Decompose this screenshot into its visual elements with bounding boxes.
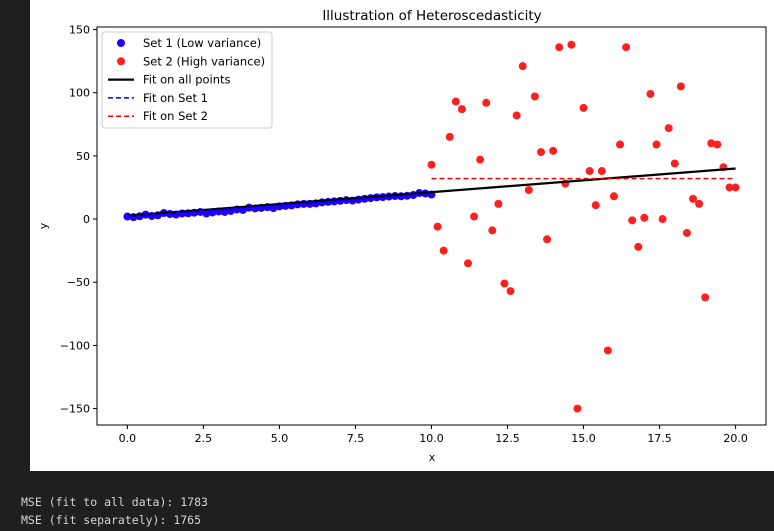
cell-gutter: [0, 0, 30, 471]
set2-point: [500, 279, 509, 288]
set2-point: [476, 155, 485, 164]
set2-point: [585, 167, 594, 176]
set2-point: [707, 139, 716, 148]
legend-label: Set 1 (Low variance): [143, 36, 261, 50]
x-tick-label: 17.5: [647, 432, 672, 445]
set2-point: [463, 259, 472, 268]
set2-point: [646, 89, 655, 98]
set1-point: [220, 207, 229, 216]
set2-point: [689, 194, 698, 203]
y-tick-label: −150: [60, 403, 90, 416]
set2-point: [695, 199, 704, 208]
set2-point: [579, 103, 588, 112]
set2-point: [622, 43, 631, 52]
x-tick-label: 15.0: [571, 432, 596, 445]
set2-point: [597, 167, 606, 176]
mse-separate-output: MSE (fit separately): 1765: [21, 513, 202, 527]
set2-point: [658, 215, 667, 224]
set2-point: [445, 132, 454, 141]
set2-point: [682, 228, 691, 237]
set2-point: [725, 183, 734, 192]
legend-label: Fit on Set 1: [143, 91, 208, 105]
x-tick-label: 5.0: [271, 432, 289, 445]
legend-marker-set1: [117, 39, 125, 47]
set2-point: [494, 199, 503, 208]
legend-marker-set2: [117, 57, 125, 66]
x-tick-label: 10.0: [419, 432, 444, 445]
fit_set1-line: [127, 193, 432, 218]
legend-label: Set 2 (High variance): [143, 54, 265, 68]
legend-box: [101, 31, 273, 129]
heteroscedasticity-chart: Illustration of Heteroscedasticity 0.0 2.…: [37, 8, 767, 464]
set2-point: [433, 222, 442, 231]
legend-label: Fit on all points: [143, 73, 231, 87]
set2-point: [549, 146, 558, 155]
set2-point: [603, 346, 612, 355]
set2-point: [628, 216, 637, 225]
y-tick-label: 0: [83, 213, 90, 226]
fit_all-line: [127, 167, 736, 217]
set2-point: [567, 40, 576, 49]
set2-point: [676, 82, 685, 91]
set2-point: [713, 140, 722, 149]
set2-point: [640, 213, 649, 222]
set2-point: [470, 212, 479, 221]
set2-point: [543, 235, 552, 244]
set2-point: [518, 62, 527, 71]
set2-point: [506, 287, 515, 296]
y-tick-label: 50: [76, 150, 90, 163]
set2-point: [609, 192, 618, 201]
set2-point: [664, 124, 673, 133]
plot-area: [123, 40, 740, 413]
set2-point: [591, 201, 600, 210]
set2-point: [634, 242, 643, 251]
set2-point: [439, 246, 448, 255]
set2-point: [488, 226, 497, 235]
legend: Set 1 (Low variance) Set 2 (High variance…: [101, 31, 273, 129]
set2-point: [652, 140, 661, 149]
mse-all-output: MSE (fit to all data): 1783: [21, 495, 208, 509]
set2-point: [524, 185, 533, 194]
set2-point: [670, 159, 679, 168]
x-tick-label: 0.0: [119, 432, 137, 445]
series-set2: [427, 40, 740, 413]
set2-point: [457, 105, 466, 114]
set2-point: [616, 140, 625, 149]
set2-point: [530, 92, 539, 101]
x-tick-label: 7.5: [347, 432, 365, 445]
legend-label: Fit on Set 2: [143, 109, 208, 123]
y-axis-label: y: [37, 222, 50, 229]
plot-output-panel: Illustration of Heteroscedasticity 0.0 2.…: [30, 0, 774, 471]
cell-output-text: MSE (fit to all data): 1783 MSE (fit sep…: [0, 471, 774, 531]
set2-point: [427, 160, 436, 169]
set2-point: [555, 43, 564, 52]
y-tick-label: −100: [60, 339, 90, 352]
set2-point: [701, 293, 710, 302]
x-tick-label: 12.5: [495, 432, 519, 445]
set2-point: [536, 148, 545, 157]
axes: 0.0 2.5 5.0 7.5 10.0 12.5 15.0 17.5 20.0 −150 −100…: [60, 24, 767, 445]
y-tick-label: 100: [69, 87, 90, 100]
y-tick-label: −50: [67, 276, 90, 289]
x-tick-label: 2.5: [195, 432, 213, 445]
y-tick-label: 150: [69, 24, 90, 37]
set2-point: [512, 111, 521, 120]
set2-point: [482, 98, 491, 107]
x-tick-label: 20.0: [723, 432, 748, 445]
set1-point: [202, 209, 211, 218]
set2-point: [573, 404, 582, 413]
set2-point: [451, 97, 460, 106]
set2-point: [731, 183, 740, 192]
x-axis-label: x: [429, 451, 436, 464]
chart-title: Illustration of Heteroscedasticity: [322, 8, 541, 24]
